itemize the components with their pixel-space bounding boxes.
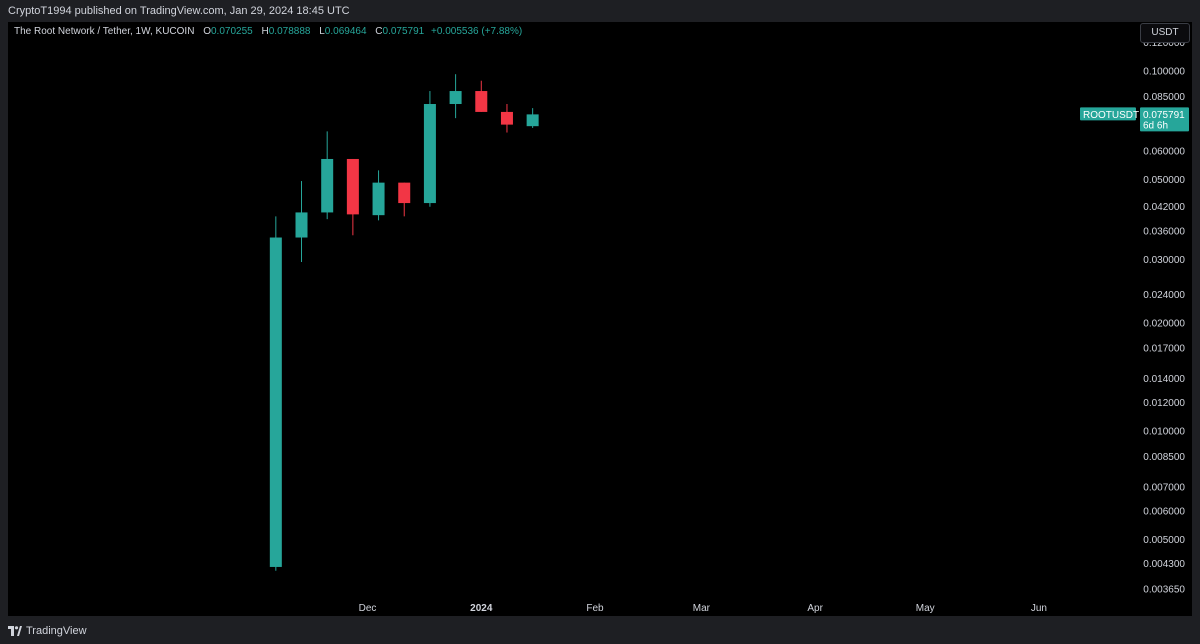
low-value: 0.069464 bbox=[324, 26, 367, 37]
candle-body bbox=[500, 111, 513, 125]
price-tick-label: 0.120000 bbox=[1143, 38, 1185, 49]
price-axis[interactable]: 0.120000 0.100000 0.085000 0.060000 0.050000… bbox=[1143, 38, 1185, 595]
price-tick-label: 0.004300 bbox=[1143, 559, 1185, 570]
candle-body bbox=[321, 158, 334, 213]
price-tick-label: 0.050000 bbox=[1143, 175, 1185, 186]
high-label: H bbox=[261, 26, 269, 37]
ticker-tag bbox=[1080, 107, 1136, 121]
price-tick-label: 0.017000 bbox=[1143, 344, 1185, 355]
time-tick-label: Apr bbox=[807, 603, 823, 614]
open-value: 0.070255 bbox=[211, 26, 253, 37]
candle-body bbox=[398, 182, 411, 204]
price-tick-label: 0.020000 bbox=[1143, 318, 1185, 329]
price-tick-label: 0.042000 bbox=[1143, 202, 1185, 213]
price-tick-label: 0.030000 bbox=[1143, 255, 1185, 266]
close-value: 0.075791 bbox=[382, 26, 425, 37]
price-tag bbox=[1140, 107, 1189, 132]
chart-area[interactable] bbox=[8, 22, 1192, 616]
publisher-text: CryptoT1994 published on TradingView.com… bbox=[8, 5, 350, 17]
price-tick-label: 0.036000 bbox=[1143, 226, 1185, 237]
publisher-bar: CryptoT1994 published on TradingView.com… bbox=[0, 0, 1200, 22]
price-tick-label: 0.060000 bbox=[1143, 146, 1185, 157]
candle-body bbox=[423, 104, 436, 204]
price-tick-label: 0.008500 bbox=[1143, 452, 1185, 463]
symbol-title[interactable]: The Root Network / Tether, 1W, KUCOIN bbox=[14, 26, 195, 37]
tradingview-logo[interactable]: TradingView bbox=[8, 624, 87, 638]
price-tick-label: 0.012000 bbox=[1143, 398, 1185, 409]
time-tick-label: 2024 bbox=[470, 603, 493, 614]
candle-body bbox=[475, 91, 488, 112]
price-tag-countdown: 6d 6h bbox=[1143, 120, 1168, 131]
price-tick-label: 0.085000 bbox=[1143, 92, 1185, 103]
close-label: C bbox=[375, 26, 383, 37]
price-tag-value: 0.075791 bbox=[1143, 110, 1185, 121]
price-tick-label: 0.006000 bbox=[1143, 507, 1185, 518]
candle-body bbox=[449, 91, 462, 105]
candle-body bbox=[269, 237, 282, 567]
candles bbox=[269, 74, 539, 571]
price-tick-label: 0.005000 bbox=[1143, 535, 1185, 546]
ticker-label: ROOTUSDT bbox=[1083, 110, 1139, 121]
open-label: O bbox=[203, 26, 211, 37]
high-value: 0.078888 bbox=[268, 26, 311, 37]
candle-body bbox=[295, 212, 308, 238]
candle-body bbox=[372, 182, 385, 216]
time-tick-label: Dec bbox=[359, 603, 377, 614]
time-tick-label: May bbox=[916, 603, 935, 614]
tradingview-logo-icon bbox=[8, 626, 22, 636]
footer-bar bbox=[0, 616, 1200, 644]
brand-name: TradingView bbox=[26, 625, 87, 637]
change-value: +0.005536 (+7.88%) bbox=[431, 26, 523, 37]
price-tick-label: 0.003650 bbox=[1143, 584, 1185, 595]
low-label: L bbox=[319, 26, 325, 37]
time-axis[interactable]: Dec 2024 Feb Mar Apr May Jun bbox=[359, 603, 1047, 614]
candle-body bbox=[526, 114, 539, 127]
candle-body bbox=[346, 158, 359, 215]
last-price-marker: ROOTUSDT 0.075791 6d 6h bbox=[1080, 107, 1189, 132]
price-tick-label: 0.100000 bbox=[1143, 67, 1185, 78]
price-tick-label: 0.014000 bbox=[1143, 374, 1185, 385]
price-tick-label: 0.007000 bbox=[1143, 483, 1185, 494]
price-tick-label: 0.010000 bbox=[1143, 427, 1185, 438]
currency-button[interactable]: USDT bbox=[1140, 23, 1190, 43]
ohlc-legend: The Root Network / Tether, 1W, KUCOIN O0… bbox=[14, 26, 522, 37]
time-tick-label: Feb bbox=[586, 603, 604, 614]
time-tick-label: Jun bbox=[1031, 603, 1047, 614]
time-tick-label: Mar bbox=[693, 603, 711, 614]
price-tick-label: 0.024000 bbox=[1143, 290, 1185, 301]
